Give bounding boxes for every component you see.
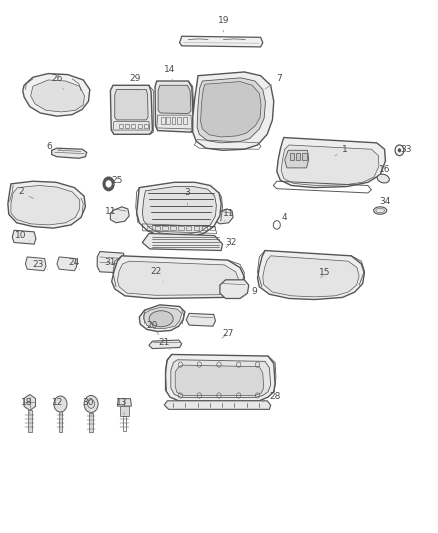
Polygon shape [186, 313, 215, 326]
Text: 1: 1 [335, 145, 348, 156]
Circle shape [102, 176, 115, 191]
Polygon shape [97, 252, 125, 273]
Text: 29: 29 [129, 75, 141, 91]
Text: 31: 31 [105, 258, 116, 270]
Polygon shape [110, 207, 129, 223]
Text: 25: 25 [112, 176, 123, 184]
Text: 20: 20 [147, 321, 159, 335]
Polygon shape [164, 401, 271, 409]
Polygon shape [175, 365, 264, 395]
Text: 7: 7 [265, 75, 283, 89]
Text: 18: 18 [21, 398, 33, 415]
Text: 9: 9 [244, 287, 257, 296]
Polygon shape [258, 251, 364, 300]
Polygon shape [180, 36, 263, 47]
Text: 12: 12 [52, 398, 64, 415]
Text: 6: 6 [46, 142, 64, 151]
Text: 4: 4 [280, 213, 287, 225]
Polygon shape [215, 209, 233, 224]
Text: 24: 24 [69, 258, 80, 270]
Text: 19: 19 [218, 16, 229, 32]
Polygon shape [142, 187, 216, 235]
Polygon shape [8, 181, 85, 228]
Polygon shape [112, 256, 244, 298]
Text: 27: 27 [222, 329, 233, 338]
Polygon shape [117, 399, 131, 406]
Polygon shape [137, 182, 221, 237]
Polygon shape [149, 340, 182, 349]
Text: 32: 32 [226, 238, 237, 247]
Polygon shape [296, 153, 300, 160]
Polygon shape [120, 406, 129, 416]
Text: 11: 11 [105, 207, 116, 219]
Ellipse shape [149, 311, 173, 327]
Text: 22: 22 [150, 268, 163, 281]
Polygon shape [115, 90, 148, 120]
Polygon shape [59, 411, 62, 432]
Text: 21: 21 [159, 338, 170, 350]
Polygon shape [263, 256, 359, 297]
Polygon shape [277, 138, 385, 188]
Polygon shape [158, 85, 191, 114]
Polygon shape [201, 82, 261, 137]
Polygon shape [139, 305, 185, 332]
Text: 26: 26 [51, 75, 64, 90]
Polygon shape [302, 153, 307, 160]
Text: 33: 33 [398, 145, 412, 154]
Text: 13: 13 [116, 398, 127, 415]
Text: 10: 10 [15, 231, 30, 241]
Circle shape [398, 148, 401, 152]
Polygon shape [285, 150, 309, 168]
Text: 34: 34 [380, 197, 391, 209]
Polygon shape [52, 148, 87, 158]
Text: 3: 3 [184, 189, 191, 205]
Polygon shape [290, 153, 294, 160]
Text: 14: 14 [164, 65, 176, 80]
Polygon shape [117, 261, 239, 295]
Text: 11: 11 [223, 209, 234, 221]
Polygon shape [31, 80, 85, 112]
Ellipse shape [374, 207, 387, 214]
Circle shape [84, 395, 98, 413]
Polygon shape [144, 307, 182, 328]
Text: 30: 30 [83, 398, 94, 415]
Polygon shape [57, 257, 77, 271]
Polygon shape [155, 81, 194, 132]
Polygon shape [11, 185, 80, 225]
Polygon shape [281, 145, 379, 185]
Polygon shape [110, 85, 152, 134]
Polygon shape [28, 410, 32, 432]
Text: 28: 28 [263, 392, 281, 402]
Ellipse shape [377, 174, 389, 183]
Polygon shape [89, 413, 93, 432]
Polygon shape [193, 72, 274, 150]
Polygon shape [25, 257, 46, 271]
Polygon shape [23, 74, 90, 116]
Polygon shape [12, 230, 36, 244]
Circle shape [106, 180, 112, 188]
Text: 15: 15 [319, 269, 331, 278]
Text: 16: 16 [379, 165, 390, 177]
Polygon shape [24, 394, 35, 410]
Circle shape [54, 396, 67, 412]
Polygon shape [166, 354, 275, 401]
Polygon shape [197, 78, 265, 143]
Text: 23: 23 [33, 260, 47, 270]
Polygon shape [171, 360, 271, 398]
Text: 2: 2 [18, 188, 33, 199]
Polygon shape [142, 233, 223, 251]
Polygon shape [220, 280, 249, 298]
